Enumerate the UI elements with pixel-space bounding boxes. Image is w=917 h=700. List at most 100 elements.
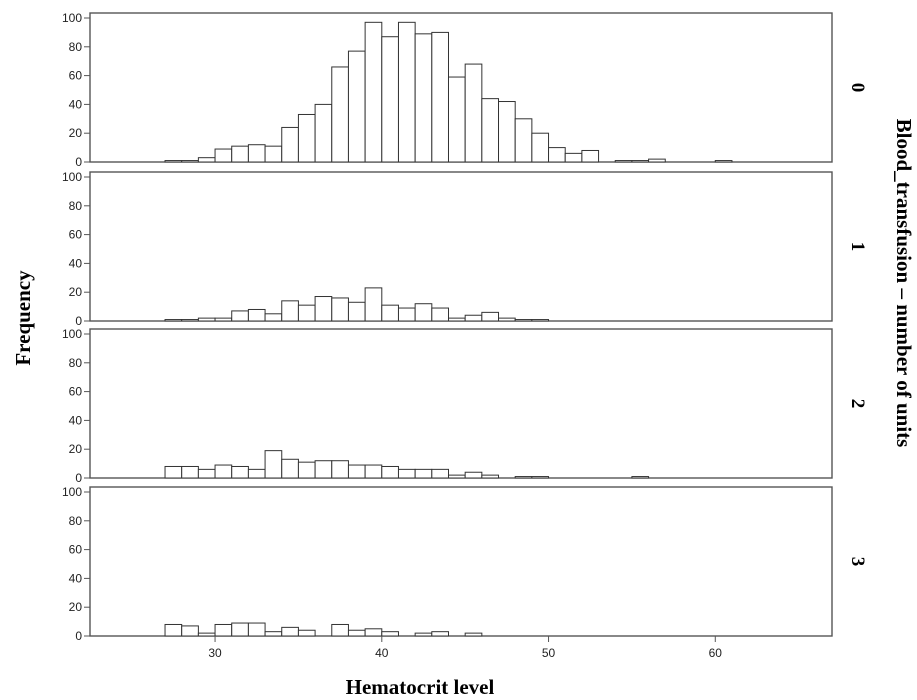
histogram-bar xyxy=(531,319,550,322)
y-tick-label: 100 xyxy=(62,485,82,499)
panel-frame xyxy=(89,171,833,322)
y-tick-label: 80 xyxy=(69,40,83,54)
histogram-bar xyxy=(431,631,449,637)
histogram-bar xyxy=(231,145,249,163)
histogram-bar xyxy=(414,33,433,163)
y-tick-label: 80 xyxy=(69,514,83,528)
histogram-bar xyxy=(164,465,183,479)
histogram-bar xyxy=(397,307,416,322)
y-tick-label: 60 xyxy=(69,228,83,242)
panel-frame xyxy=(89,328,833,479)
histogram-bar xyxy=(581,149,600,163)
histogram-bar xyxy=(548,147,566,163)
histogram-bar xyxy=(181,625,199,637)
y-tick-label: 100 xyxy=(62,327,82,341)
histogram-bar xyxy=(714,160,733,163)
histogram-bar xyxy=(397,468,416,479)
histogram-bar xyxy=(414,632,433,637)
facet-title: Blood_transfusion – number of units xyxy=(892,119,916,448)
histogram-bar xyxy=(564,152,583,163)
histogram-bar xyxy=(364,21,383,163)
histogram-bar xyxy=(264,450,283,479)
histogram-bar xyxy=(247,308,266,322)
histogram-bar xyxy=(231,310,249,322)
histogram-bar xyxy=(614,160,633,163)
histogram-panels: 0204060801000020406080100102040608010020… xyxy=(62,11,868,643)
histogram-bar xyxy=(414,468,433,479)
y-tick-label: 60 xyxy=(69,385,83,399)
histogram-bar xyxy=(164,319,183,322)
histogram-bar xyxy=(481,474,500,479)
histogram-bar xyxy=(498,317,516,322)
histogram-bar xyxy=(464,63,483,163)
histogram-bar xyxy=(264,631,283,637)
y-tick-label: 40 xyxy=(69,256,83,270)
x-tick-label: 40 xyxy=(375,646,389,660)
histogram-bar xyxy=(247,622,266,637)
y-tick-label: 100 xyxy=(62,170,82,184)
histogram-bar xyxy=(164,623,183,637)
histogram-bar xyxy=(364,287,383,322)
panel-1: 0 20 40 60 80 100 1 xyxy=(62,170,868,328)
facet-label: 2 xyxy=(847,399,868,409)
histogram-bar xyxy=(197,632,216,637)
histogram-bar xyxy=(364,628,383,637)
histogram-bar xyxy=(214,148,233,163)
histogram-bar xyxy=(531,132,550,163)
histogram-bar xyxy=(431,468,449,479)
facet-label: 3 xyxy=(847,557,868,567)
histogram-bar xyxy=(531,476,550,479)
histogram-bar xyxy=(297,629,316,637)
histogram-bar xyxy=(181,160,199,163)
histogram-bar xyxy=(347,50,366,163)
histogram-bar xyxy=(631,160,650,163)
histogram-bar xyxy=(197,157,216,163)
histogram-bar xyxy=(347,629,366,637)
histogram-bar xyxy=(214,623,233,637)
histogram-bar xyxy=(414,303,433,322)
histogram-bar xyxy=(314,103,333,163)
histogram-bar xyxy=(364,464,383,479)
histogram-bar xyxy=(514,476,533,479)
histogram-bar xyxy=(297,304,316,322)
histogram-bar xyxy=(464,632,483,637)
histogram-bar xyxy=(481,98,500,163)
histogram-bar xyxy=(264,313,283,322)
y-tick-label: 20 xyxy=(69,285,83,299)
histogram-bar xyxy=(314,460,333,479)
histogram-bar xyxy=(331,297,349,322)
y-tick-label: 0 xyxy=(75,314,82,328)
histogram-bar xyxy=(297,113,316,163)
y-tick-label: 20 xyxy=(69,442,83,456)
y-tick-label: 40 xyxy=(69,413,83,427)
x-tick-label: 30 xyxy=(208,646,222,660)
histogram-bar xyxy=(231,465,249,479)
histogram-bar xyxy=(381,465,399,479)
histogram-bar xyxy=(181,319,199,322)
panel-0: 0 20 40 60 80 100 0 xyxy=(62,11,868,169)
y-tick-label: 20 xyxy=(69,600,83,614)
histogram-bar xyxy=(431,307,449,322)
y-tick-label: 40 xyxy=(69,97,83,111)
x-tick-label: 50 xyxy=(542,646,556,660)
y-tick-label: 20 xyxy=(69,126,83,140)
y-axis-title: Frequency xyxy=(11,270,35,366)
histogram-bar xyxy=(331,66,349,163)
y-tick-label: 80 xyxy=(69,356,83,370)
histogram-bar xyxy=(464,314,483,322)
y-tick-label: 0 xyxy=(75,471,82,485)
histogram-bar xyxy=(514,118,533,163)
histogram-bar xyxy=(397,21,416,163)
histogram-bar xyxy=(197,468,216,479)
histogram-bar xyxy=(314,296,333,322)
histogram-bar xyxy=(447,317,466,322)
x-tick-label: 60 xyxy=(709,646,723,660)
panel-2: 0 20 40 60 80 100 2 xyxy=(62,327,868,485)
histogram-bar xyxy=(164,160,183,163)
y-tick-label: 0 xyxy=(75,155,82,169)
histogram-bar xyxy=(431,31,449,163)
histogram-bar xyxy=(264,145,283,163)
histogram-bar xyxy=(247,468,266,479)
histogram-bar xyxy=(331,460,349,479)
